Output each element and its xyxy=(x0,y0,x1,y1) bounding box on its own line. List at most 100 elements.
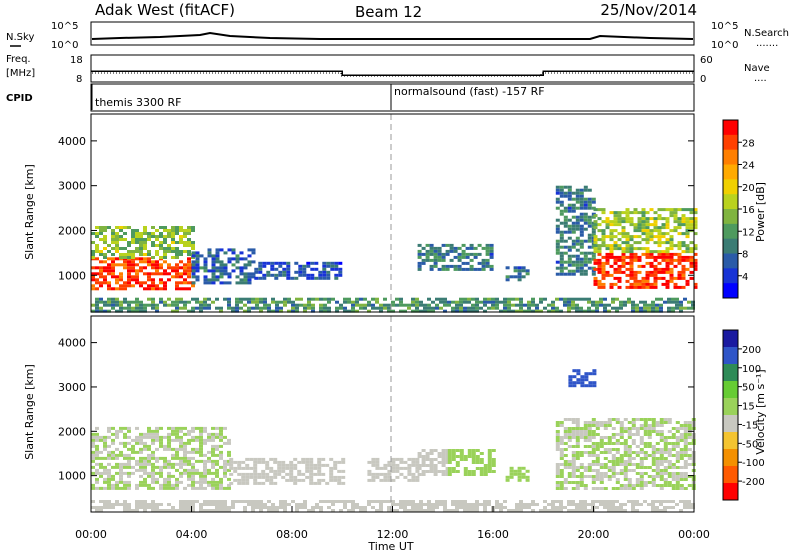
velocity-cell-region-8 xyxy=(371,500,375,503)
velocity-cell-region-6 xyxy=(615,439,620,442)
power-cell-region-0 xyxy=(163,284,167,288)
velocity-cell-region-0 xyxy=(215,480,219,484)
power-cell-region-6 xyxy=(559,254,564,258)
power-cell-region-0 xyxy=(175,284,179,288)
power-cell-region-2 xyxy=(203,257,208,261)
velocity-cell-region-8 xyxy=(679,500,683,503)
velocity-cell-region-0 xyxy=(187,468,191,472)
power-cell-region-9 xyxy=(235,303,239,307)
power-cell-region-7 xyxy=(665,279,670,283)
power-cell-region-8 xyxy=(653,217,658,221)
velocity-cell-region-2 xyxy=(411,463,416,467)
velocity-cell-region-8 xyxy=(123,503,127,506)
power-cell-region-7 xyxy=(597,282,602,286)
power-cell-region-1 xyxy=(143,238,147,241)
power-cell-region-3 xyxy=(262,261,267,265)
velocity-cell-region-4 xyxy=(475,458,480,461)
velocity-cell-region-6 xyxy=(639,481,644,484)
power-cell-region-9 xyxy=(511,297,515,301)
power-cell-region-9 xyxy=(475,303,479,307)
velocity-cell-region-0 xyxy=(103,471,107,475)
power-cell-region-7 xyxy=(665,264,670,268)
power-cell-region-2 xyxy=(223,266,228,270)
power-cell-region-3 xyxy=(334,267,339,271)
velocity-cell-region-2 xyxy=(415,460,420,464)
velocity-cell-region-6 xyxy=(643,481,648,484)
power-cell-region-9 xyxy=(235,300,239,304)
power-cell-region-2 xyxy=(203,263,208,267)
velocity-cell-region-4 xyxy=(475,449,480,452)
power-cell-region-2 xyxy=(191,272,196,276)
velocity-cell-region-8 xyxy=(147,503,151,506)
velocity-cell-region-6 xyxy=(607,436,612,439)
power-cell-region-6 xyxy=(571,203,576,207)
velocity-cell-region-5 xyxy=(513,469,518,473)
power-cell-region-3 xyxy=(278,261,283,265)
power-cell-region-1 xyxy=(91,232,95,235)
power-cell-region-9 xyxy=(167,303,171,307)
velocity-cell-region-0 xyxy=(147,426,151,430)
power-cell-region-9 xyxy=(319,303,323,307)
velocity-cell-region-6 xyxy=(571,472,576,475)
velocity-cell-region-0 xyxy=(167,447,171,451)
power-cell-region-7 xyxy=(649,282,654,286)
velocity-cell-region-8 xyxy=(583,500,587,503)
velocity-cell-region-8 xyxy=(251,500,255,503)
velocity-cell-region-8 xyxy=(543,506,547,509)
velocity-cell-region-1 xyxy=(297,472,302,476)
velocity-cell-region-0 xyxy=(115,429,119,433)
velocity-cell-region-0 xyxy=(171,483,175,487)
velocity-cell-region-6 xyxy=(619,469,624,472)
velocity-cell-region-8 xyxy=(475,506,479,509)
velocity-cell-region-8 xyxy=(243,509,247,512)
power-cell-region-3 xyxy=(306,276,311,280)
velocity-cell-region-8 xyxy=(99,509,103,512)
velocity-cell-region-1 xyxy=(261,475,266,479)
power-cell-region-6 xyxy=(583,254,588,258)
power-cell-region-0 xyxy=(179,275,183,279)
nave-tick-bottom: 0 xyxy=(700,74,706,85)
power-cell-region-7 xyxy=(673,276,678,280)
velocity-cell-region-6 xyxy=(583,430,588,433)
power-cell-region-2 xyxy=(223,263,228,267)
power-colorbar-swatch xyxy=(723,283,738,299)
velocity-cell-region-8 xyxy=(475,500,479,503)
velocity-cell-region-8 xyxy=(215,509,219,512)
power-cell-region-9 xyxy=(119,306,123,310)
velocity-cell-region-6 xyxy=(659,430,664,433)
velocity-cell-region-1 xyxy=(321,472,326,476)
power-cell-region-9 xyxy=(443,303,447,307)
velocity-cell-region-0 xyxy=(123,456,127,460)
velocity-cell-region-6 xyxy=(687,442,692,445)
power-cell-region-9 xyxy=(195,297,199,301)
power-cell-region-8 xyxy=(629,220,634,224)
velocity-cell-region-6 xyxy=(683,478,688,481)
velocity-cell-region-0 xyxy=(227,450,231,454)
velocity-cell-region-0 xyxy=(155,438,159,442)
velocity-cell-region-6 xyxy=(671,484,676,487)
power-cell-region-6 xyxy=(583,197,588,201)
power-cell-region-9 xyxy=(439,297,443,301)
velocity-cell-region-6 xyxy=(651,457,656,460)
velocity-cell-region-6 xyxy=(675,481,680,484)
velocity-cell-region-8 xyxy=(127,506,131,509)
power-cell-region-0 xyxy=(119,275,123,279)
power-cell-region-7 xyxy=(597,279,602,283)
velocity-cell-region-0 xyxy=(135,426,139,430)
velocity-cell-region-4 xyxy=(447,452,452,455)
velocity-cell-region-6 xyxy=(663,445,668,448)
velocity-cell-region-8 xyxy=(199,503,203,506)
velocity-cell-region-0 xyxy=(199,435,203,439)
power-cell-region-8 xyxy=(657,238,662,242)
velocity-cell-region-0 xyxy=(155,447,159,451)
velocity-cell-region-8 xyxy=(211,503,215,506)
power-cell-region-7 xyxy=(669,258,674,262)
power-cell-region-1 xyxy=(103,241,107,244)
velocity-cell-region-6 xyxy=(639,472,644,475)
power-cell-region-1 xyxy=(111,241,115,244)
power-cell-region-2 xyxy=(199,254,204,258)
power-cell-region-4 xyxy=(417,243,422,247)
power-cell-region-9 xyxy=(327,300,331,304)
power-cell-region-7 xyxy=(597,261,602,265)
power-cell-region-7 xyxy=(649,264,654,268)
